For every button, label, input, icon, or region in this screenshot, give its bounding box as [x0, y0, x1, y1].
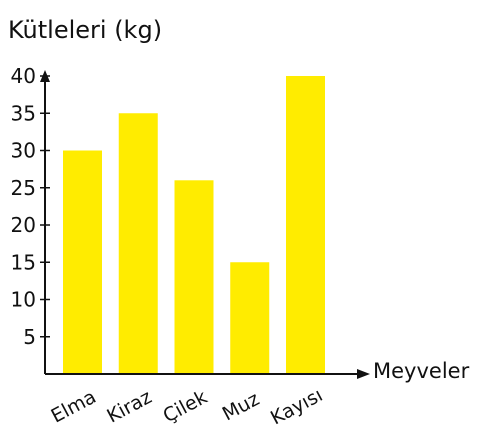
- x-tick-label: Çilek: [159, 386, 210, 427]
- bar-3: [174, 180, 214, 374]
- y-tick-label: 20: [11, 213, 36, 237]
- x-tick-label: Kayısı: [267, 384, 326, 429]
- bar-1: [63, 150, 102, 374]
- y-tick-label: 5: [23, 325, 36, 349]
- x-axis-arrow-icon: [357, 369, 370, 379]
- y-tick-label: 35: [11, 101, 36, 125]
- y-tick-label: 15: [11, 250, 36, 274]
- y-tick-label: 10: [11, 288, 36, 312]
- y-tick-label: 25: [11, 176, 36, 200]
- x-axis-label: Meyveler: [373, 359, 470, 383]
- y-ticks-group: 5 10 15 20 25 30 35 40: [11, 64, 50, 349]
- y-tick-label: 40: [11, 64, 36, 88]
- x-tick-label: Kiraz: [103, 386, 155, 428]
- x-tick-label: Muz: [219, 388, 263, 425]
- bar-2: [118, 113, 158, 374]
- bar-5: [286, 76, 325, 374]
- x-tick-label: Elma: [48, 386, 100, 428]
- bars-group: [63, 76, 325, 374]
- y-tick-label: 30: [11, 139, 36, 163]
- bar-4: [230, 262, 270, 374]
- y-axis-label: Kütleleri (kg): [8, 16, 162, 44]
- x-labels-group: Elma Kiraz Çilek Muz Kayısı: [48, 384, 327, 429]
- y-axis-arrow-icon: [40, 70, 50, 82]
